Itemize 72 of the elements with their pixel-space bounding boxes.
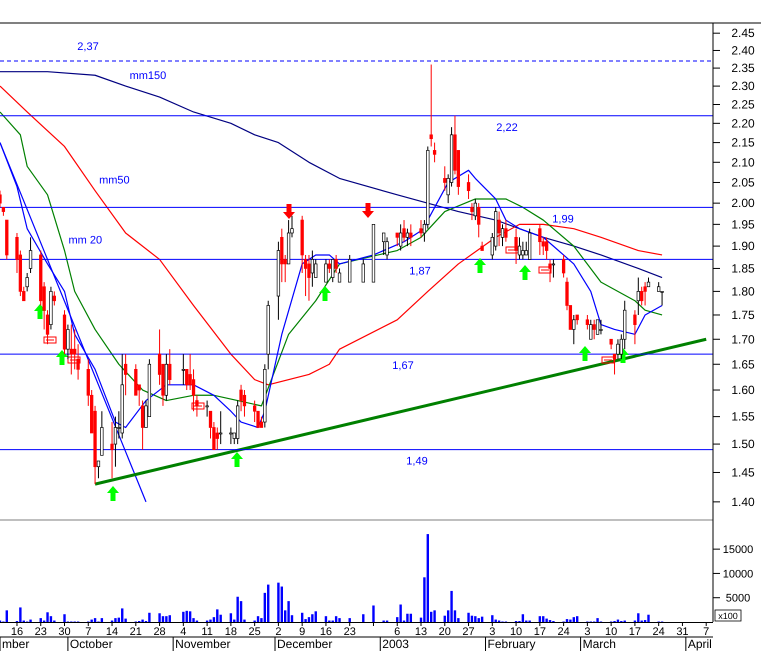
x-tick-label: 30 bbox=[58, 626, 71, 638]
y-tick-label: 1.95 bbox=[731, 217, 755, 232]
y-tick-label: 2.15 bbox=[731, 136, 755, 150]
x-tick-label: 31 bbox=[676, 626, 689, 638]
y-tick-label: 1.55 bbox=[731, 410, 755, 424]
y-tick-label: 1.70 bbox=[731, 332, 755, 346]
y-tick-label: 2.30 bbox=[731, 79, 755, 94]
y-tick-label: 10000 bbox=[722, 568, 754, 580]
x-tick-label: 21 bbox=[130, 626, 142, 638]
x-tick-label: 14 bbox=[106, 626, 118, 638]
ref-line-label: 1,99 bbox=[552, 213, 574, 226]
y-tick-label: 5000 bbox=[726, 592, 750, 605]
y-tick-label: 2.25 bbox=[731, 98, 755, 112]
x-tick-label: 6 bbox=[394, 626, 400, 638]
y-tick-label: 1.80 bbox=[731, 284, 755, 298]
text: February bbox=[488, 637, 536, 651]
x-tick-label: 3 bbox=[584, 626, 590, 638]
y-tick-label: 2.40 bbox=[731, 43, 755, 58]
text: December bbox=[277, 637, 332, 651]
y-tick-label: 1.45 bbox=[731, 465, 755, 480]
y-tick-label: 1.65 bbox=[731, 357, 755, 372]
ref-line-label: 1,67 bbox=[392, 360, 414, 372]
x-tick-label: 25 bbox=[248, 626, 261, 638]
y-tick-label: 1.60 bbox=[731, 383, 755, 398]
x-tick-label: 23 bbox=[344, 626, 356, 638]
y-tick-label: 1.90 bbox=[731, 239, 755, 254]
x-tick-label: 9 bbox=[299, 626, 306, 638]
y-tick-label: 2.00 bbox=[731, 196, 755, 210]
x-tick-label: 10 bbox=[510, 626, 522, 638]
x-tick-label: 17 bbox=[534, 626, 546, 638]
y-tick-label: 2.05 bbox=[731, 175, 755, 190]
x-tick-label: 17 bbox=[628, 626, 642, 638]
y-tick-label: 2.45 bbox=[731, 26, 755, 40]
ref-line-label: 1,87 bbox=[409, 265, 431, 278]
x-tick-label: 16 bbox=[320, 626, 332, 638]
x-tick-label: 28 bbox=[153, 626, 166, 638]
y-tick-label: 2.20 bbox=[731, 116, 755, 130]
y-tick-label: 1.50 bbox=[731, 437, 755, 452]
ref-line-label: 2,22 bbox=[496, 122, 518, 134]
y-tick-label: 1.85 bbox=[731, 261, 755, 276]
x-tick-label: 23 bbox=[34, 626, 47, 638]
text: March bbox=[582, 637, 616, 651]
x-tick-label: 7 bbox=[85, 626, 92, 638]
x-tick-label: 3 bbox=[489, 626, 496, 638]
series-label: mm 20 bbox=[68, 234, 102, 247]
x-tick-label: 18 bbox=[224, 626, 237, 638]
text: 2003 bbox=[382, 637, 410, 651]
x-tick-label: 2 bbox=[275, 626, 282, 638]
series-label: mm150 bbox=[130, 70, 166, 82]
x-tick-label: 16 bbox=[10, 626, 24, 638]
x-tick-label: 20 bbox=[438, 626, 451, 638]
x-tick-label: 7 bbox=[703, 626, 710, 638]
ref-line-label: 2,37 bbox=[77, 40, 99, 53]
ref-line-label: 1,49 bbox=[406, 456, 428, 468]
x-tick-label: 24 bbox=[557, 626, 570, 638]
text: October bbox=[70, 637, 113, 651]
text: mber bbox=[2, 637, 30, 651]
text: November bbox=[175, 637, 231, 651]
text: x100 bbox=[718, 611, 738, 621]
x-tick-label: 24 bbox=[652, 626, 665, 638]
x-tick-label: 10 bbox=[605, 626, 618, 638]
x-tick-label: 11 bbox=[201, 626, 213, 638]
y-tick-label: 15000 bbox=[722, 544, 754, 556]
y-tick-label: 1.40 bbox=[731, 494, 755, 509]
x-tick-label: 4 bbox=[180, 626, 186, 638]
x-tick-label: 27 bbox=[462, 626, 475, 638]
x-tick-label: 13 bbox=[414, 626, 428, 638]
text: April bbox=[688, 637, 712, 651]
series-label: mm50 bbox=[99, 174, 130, 187]
y-tick-label: 1.75 bbox=[731, 308, 755, 322]
y-tick-label: 2.35 bbox=[731, 61, 755, 76]
y-tick-label: 2.10 bbox=[731, 155, 755, 170]
